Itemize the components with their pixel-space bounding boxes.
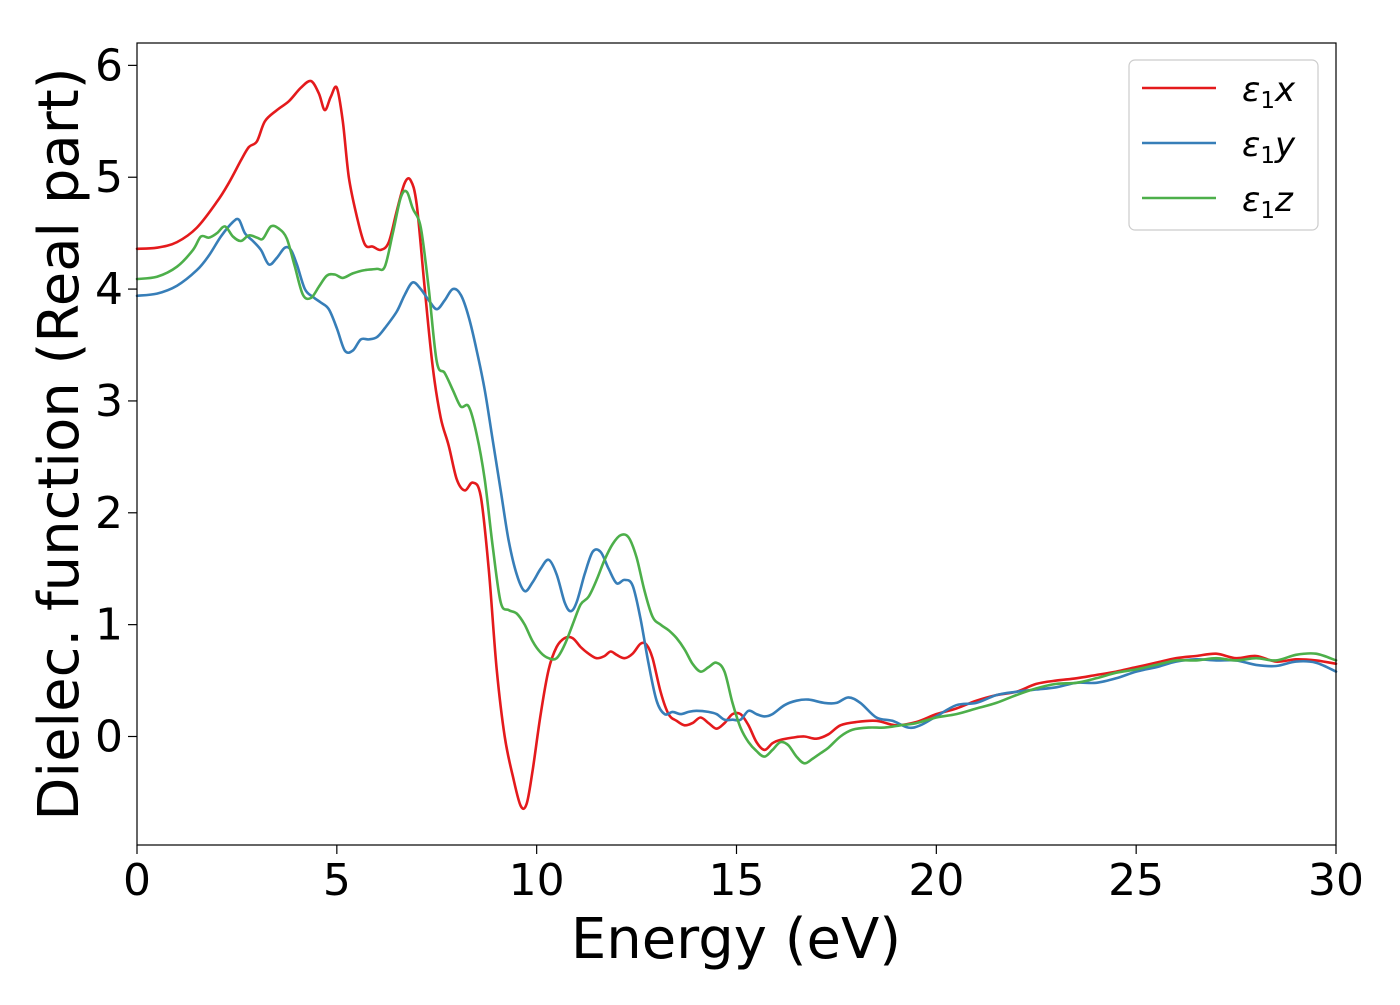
x-tick-label: 10 <box>509 855 565 906</box>
y-tick-label: 5 <box>95 152 123 203</box>
plot-lines <box>135 79 1338 811</box>
y-axis: 0 1 2 3 4 5 6 <box>95 40 137 763</box>
x-tick-label: 30 <box>1308 855 1364 906</box>
x-tick-label: 15 <box>709 855 765 906</box>
x-axis: 0 5 10 15 20 25 30 <box>123 845 1364 906</box>
x-tick-label: 25 <box>1108 855 1164 906</box>
y-tick-label: 6 <box>95 40 123 91</box>
legend: ε1x ε1y ε1z <box>1128 59 1319 231</box>
x-tick-label: 5 <box>323 855 351 906</box>
series-line-z <box>135 189 1338 765</box>
series-line-y <box>135 217 1338 730</box>
legend-label-y: ε1y <box>1242 125 1296 169</box>
legend-label-x: ε1x <box>1242 70 1296 114</box>
x-tick-label: 0 <box>123 855 151 906</box>
legend-box <box>1128 59 1319 231</box>
x-tick-label: 20 <box>908 855 964 906</box>
x-axis-label: Energy (eV) <box>571 907 901 972</box>
y-tick-label: 1 <box>95 600 123 651</box>
y-tick-label: 3 <box>95 376 123 427</box>
series-line-x <box>135 79 1338 811</box>
y-axis-label: Dielec. function (Real part) <box>27 67 92 820</box>
legend-label-z: ε1z <box>1242 180 1294 224</box>
y-tick-label: 2 <box>95 488 123 539</box>
y-tick-label: 0 <box>95 712 123 763</box>
y-tick-label: 4 <box>95 264 123 315</box>
